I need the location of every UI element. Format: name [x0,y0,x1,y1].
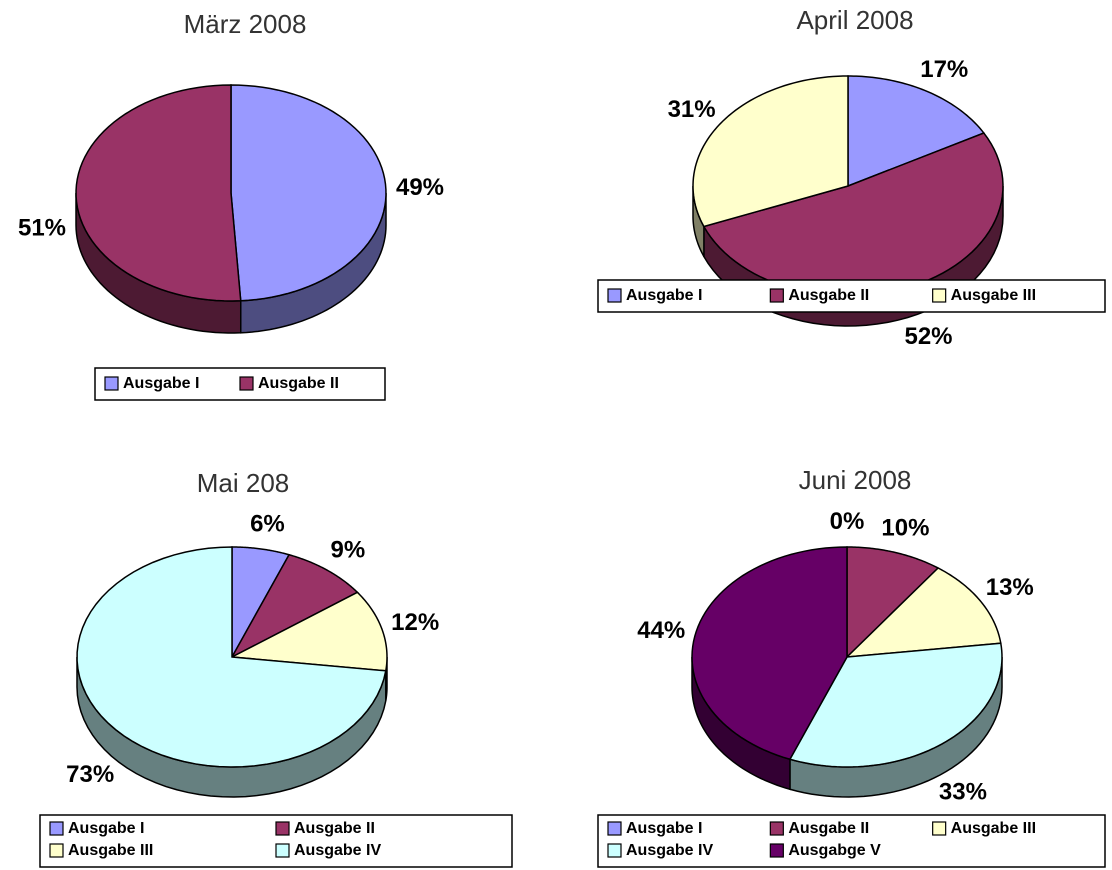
legend-swatch [607,288,622,303]
legend-swatch [769,821,784,836]
data-label: 33% [939,778,987,805]
legend [597,279,1106,313]
legend-label: Ausgabe III [951,820,1036,837]
legend-label: Ausgabe III [951,287,1036,304]
pie-chart: Mai 208 6% 9% 12% 73% Ausgabe I Ausgabe II Ausg… [39,468,513,868]
data-label: 12% [391,609,439,636]
labels: 6% 9% 12% 73% [66,511,439,789]
legend-label: Ausgabe II [788,820,869,837]
tops [76,546,388,768]
chart-title: März 2008 [184,9,307,39]
chart-title: April 2008 [796,5,913,35]
data-label: 0% [830,508,865,535]
legend-label: Ausgabe II [258,375,339,392]
data-label: 17% [920,56,968,83]
labels: 17% 52% 31% [668,56,969,350]
pie-chart: April 2008 17% 52% 31% Ausgabe I Ausgabe II Au… [597,5,1106,350]
legend-label: Ausgabe I [123,375,199,392]
legend-swatch [932,821,947,836]
legend-label: Ausgabe II [294,820,375,837]
legend-swatch [104,376,119,391]
legend-swatch [275,821,290,836]
legend-swatch [49,821,64,836]
data-label: 31% [668,96,716,123]
legend-label: Ausgabe I [68,820,144,837]
legend-swatch [932,288,947,303]
data-label: 13% [986,574,1034,601]
legend-swatch [49,843,64,858]
wedge [788,642,1003,768]
chart-title: Juni 2008 [799,465,912,495]
legend-swatch [607,843,622,858]
wedge [847,75,986,188]
wedge [75,84,242,302]
legend-label: Ausgabe IV [294,842,381,859]
data-label: 51% [18,214,66,241]
legend-label: Ausgabe IV [626,842,713,859]
legend-swatch [769,843,784,858]
legend-swatch [275,843,290,858]
tops [691,546,1003,768]
wedge [229,591,388,672]
data-label: 6% [250,511,285,538]
wedge [231,546,291,660]
legend-label: Ausgabge V [788,842,881,859]
wedge [691,546,848,761]
labels: 0% 10% 13% 33% 44% [637,508,1034,805]
data-label: 9% [331,536,366,563]
wedge [76,546,387,768]
data-label: 73% [66,761,114,788]
legend-swatch [607,821,622,836]
data-label: 10% [881,515,929,542]
data-label: 44% [637,617,685,644]
legend-label: Ausgabe III [68,842,153,859]
legend-label: Ausgabe II [788,287,869,304]
legend-swatch [769,288,784,303]
legend-label: Ausgabe I [626,287,702,304]
legend [597,814,1106,868]
tops [692,75,1004,297]
tops [75,84,387,302]
data-label: 49% [396,174,444,201]
wedge [844,567,1002,658]
data-label: 52% [904,323,952,350]
chart-title: Mai 208 [197,468,290,498]
pie-chart: März 2008 49% 51% Ausgabe I Ausgabe II [18,9,444,401]
labels: 49% 51% [18,174,444,241]
legend-swatch [239,376,254,391]
legend-label: Ausgabe I [626,820,702,837]
wedge [846,546,940,659]
wedge [230,84,387,302]
wedge [692,75,849,228]
wedge [230,553,359,659]
